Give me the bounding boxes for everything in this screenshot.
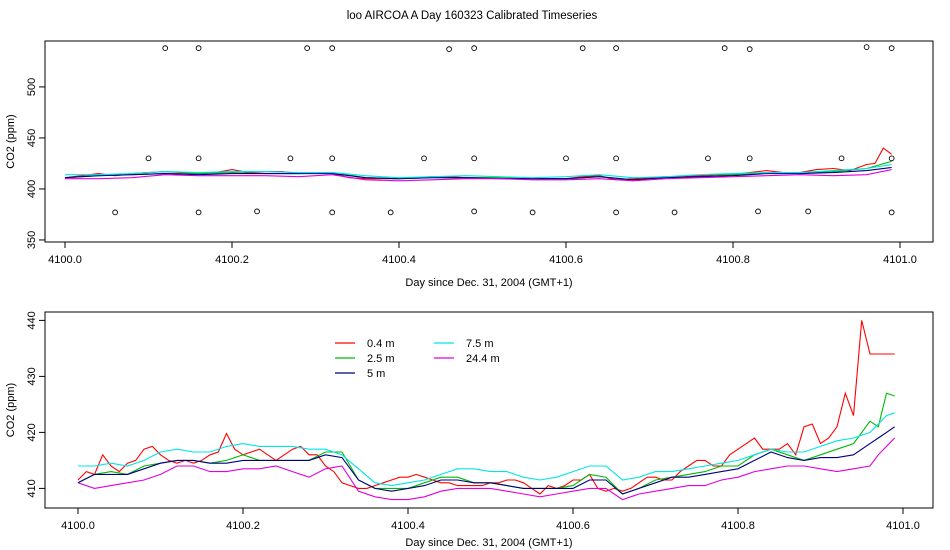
x-axis: 4100.0 4100.2 4100.4 4100.6 4100.8 4101.0 [48, 242, 917, 266]
data-point [329, 155, 336, 162]
data-point [195, 45, 202, 51]
data-point [613, 209, 619, 216]
y-tick-label: 440 [26, 311, 38, 329]
data-point [888, 45, 895, 51]
plot-frame [44, 311, 934, 509]
data-point [888, 209, 895, 216]
data-point [387, 209, 394, 216]
data-point [563, 155, 569, 162]
legend-label: 7.5 m [466, 338, 494, 350]
data-point [421, 155, 427, 162]
series-line-0 [77, 320, 895, 495]
x-axis-label: Day since Dec. 31, 2004 (GMT+1) [405, 277, 572, 289]
data-point [162, 45, 169, 51]
series-line-3 [78, 412, 895, 487]
plot-frame [44, 40, 934, 243]
series-line-4 [77, 437, 896, 501]
data-point [671, 209, 678, 216]
x-tick-label: 4100.2 [226, 520, 260, 532]
x-axis-label: Day since Dec. 31, 2004 (GMT+1) [405, 537, 572, 549]
x-tick-label: 4100.2 [215, 254, 249, 266]
data-point [145, 155, 152, 162]
data-point [254, 208, 260, 215]
data-point [613, 45, 619, 51]
data-point [471, 45, 478, 51]
series-group [77, 320, 896, 501]
y-axis: 350 400 450 500 [26, 78, 45, 249]
x-tick-label: 4100.6 [549, 254, 583, 266]
y-axis-label: CO2 (ppm) [5, 383, 17, 437]
data-point [287, 155, 294, 162]
data-point [579, 45, 586, 51]
y-tick-label: 450 [26, 129, 38, 147]
data-point [329, 209, 336, 216]
y-tick-label: 500 [26, 78, 38, 96]
y-tick-label: 350 [26, 231, 38, 249]
x-tick-label: 4100.6 [556, 520, 590, 532]
y-tick-label: 420 [26, 423, 38, 441]
data-point [838, 155, 845, 162]
x-tick-label: 4100.0 [48, 254, 82, 266]
y-axis: 410 420 430 440 [26, 311, 45, 498]
x-tick-label: 4100.0 [61, 520, 95, 532]
y-axis-label: CO2 (ppm) [5, 114, 17, 168]
series-line-1 [77, 392, 895, 495]
data-point [471, 155, 478, 162]
chart-title: loo AIRCOA A Day 160323 Calibrated Times… [347, 10, 598, 22]
data-point [705, 155, 711, 162]
y-tick-label: 400 [26, 180, 38, 198]
data-point [195, 155, 202, 162]
data-point [746, 155, 753, 162]
data-point [529, 209, 536, 216]
data-point [112, 209, 118, 216]
data-point [805, 208, 812, 215]
x-tick-label: 4101.0 [883, 254, 917, 266]
data-point [721, 45, 728, 51]
series-group [64, 44, 895, 216]
x-axis: 4100.0 4100.2 4100.4 4100.6 4100.8 4101.0 [61, 508, 920, 532]
data-point [446, 46, 452, 53]
series-line-4 [65, 169, 892, 182]
legend-label: 0.4 m [367, 338, 395, 350]
x-tick-label: 4101.0 [886, 520, 920, 532]
data-point [304, 45, 311, 51]
data-point [888, 155, 895, 162]
y-tick-label: 430 [26, 367, 38, 385]
panel-top: 4100.0 4100.2 4100.4 4100.6 4100.8 4101.0 350… [5, 40, 934, 289]
legend: 0.4 m 2.5 m 5 m 7.5 m 24.4 m [335, 338, 500, 380]
x-tick-label: 4100.4 [382, 254, 416, 266]
data-point [329, 45, 336, 51]
y-tick-label: 410 [26, 479, 38, 497]
legend-label: 5 m [367, 368, 385, 380]
panel-bottom: 4100.0 4100.2 4100.4 4100.6 4100.8 4101.0 410… [5, 311, 934, 549]
data-point [471, 208, 478, 215]
legend-label: 2.5 m [367, 353, 395, 365]
data-point [746, 46, 753, 53]
series-line-3 [65, 163, 892, 179]
data-point [195, 209, 202, 216]
x-tick-label: 4100.8 [721, 520, 755, 532]
data-point [863, 44, 870, 50]
x-tick-label: 4100.4 [391, 520, 425, 532]
data-point [755, 208, 761, 215]
series-line-2 [77, 426, 896, 495]
data-point [613, 155, 619, 162]
x-tick-label: 4100.8 [716, 254, 750, 266]
legend-label: 24.4 m [466, 353, 500, 365]
